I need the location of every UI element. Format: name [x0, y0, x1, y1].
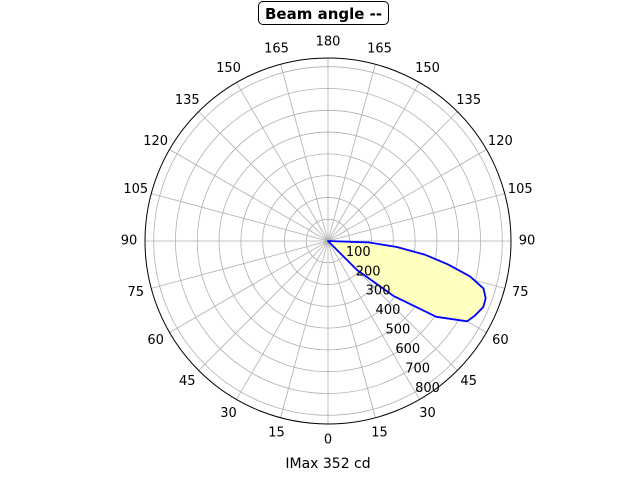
- angle-tick-label: 30: [419, 406, 436, 421]
- radial-tick-label: 800: [415, 381, 440, 396]
- angle-tick-label: 135: [175, 93, 200, 108]
- angular-gridline: [327, 240, 420, 400]
- angular-gridline: [236, 240, 329, 400]
- angle-tick-label: 60: [492, 333, 509, 348]
- angle-tick-label: 120: [143, 134, 168, 149]
- angle-tick-label: 75: [128, 285, 145, 300]
- angle-tick-label: 60: [147, 333, 164, 348]
- series-fill: [328, 241, 486, 322]
- angle-tick-label: 75: [512, 285, 529, 300]
- angle-tick-label: 45: [179, 374, 196, 389]
- radial-tick-label: 200: [356, 264, 381, 279]
- angular-gridline: [169, 149, 329, 242]
- angular-gridline: [198, 111, 329, 242]
- angular-gridline: [236, 82, 329, 242]
- angle-tick-label: 105: [123, 182, 148, 197]
- radial-tick-label: 300: [366, 284, 391, 299]
- angle-tick-label: 105: [508, 182, 533, 197]
- radial-tick-label: 700: [405, 361, 430, 376]
- angle-tick-label: 90: [121, 234, 138, 249]
- radial-tick-label: 600: [395, 342, 420, 357]
- angle-tick-label: 15: [268, 426, 285, 441]
- angle-tick-label: 15: [371, 426, 388, 441]
- angle-tick-label: 30: [220, 406, 237, 421]
- radial-tick-label: 400: [376, 303, 401, 318]
- angle-tick-label: 45: [460, 374, 477, 389]
- angular-gridline: [280, 240, 329, 418]
- angular-gridline: [327, 82, 420, 242]
- label-layer: 0 15 30 45 60 75 90 105 120 135 150 165 180 165 150 135…: [121, 35, 536, 448]
- x-axis-label: IMax 352 cd: [285, 456, 371, 472]
- angle-tick-label: 0: [324, 433, 332, 448]
- angle-tick-label: 180: [316, 35, 341, 50]
- angular-gridline: [151, 240, 329, 289]
- angle-tick-label: 165: [367, 41, 392, 56]
- angular-gridline: [327, 111, 458, 242]
- angle-tick-label: 120: [488, 134, 513, 149]
- radial-tick-label: 500: [385, 323, 410, 338]
- angle-tick-label: 150: [415, 61, 440, 76]
- angle-tick-label: 165: [264, 41, 289, 56]
- polar-frame: [144, 57, 512, 425]
- angle-tick-label: 90: [519, 234, 536, 249]
- angular-gridline: [198, 240, 329, 371]
- angular-gridline: [327, 193, 505, 242]
- angular-gridline: [327, 240, 376, 418]
- angular-gridline: [327, 64, 376, 242]
- angular-gridline: [169, 240, 329, 333]
- chart-title: Beam angle --: [258, 1, 390, 25]
- angle-tick-label: 150: [216, 61, 241, 76]
- angular-gridline: [327, 149, 487, 242]
- data-layer: [327, 240, 487, 323]
- angular-gridline: [280, 64, 329, 242]
- radial-tick-label: 100: [346, 245, 371, 260]
- angular-gridline: [151, 193, 329, 242]
- angle-tick-label: 135: [456, 93, 481, 108]
